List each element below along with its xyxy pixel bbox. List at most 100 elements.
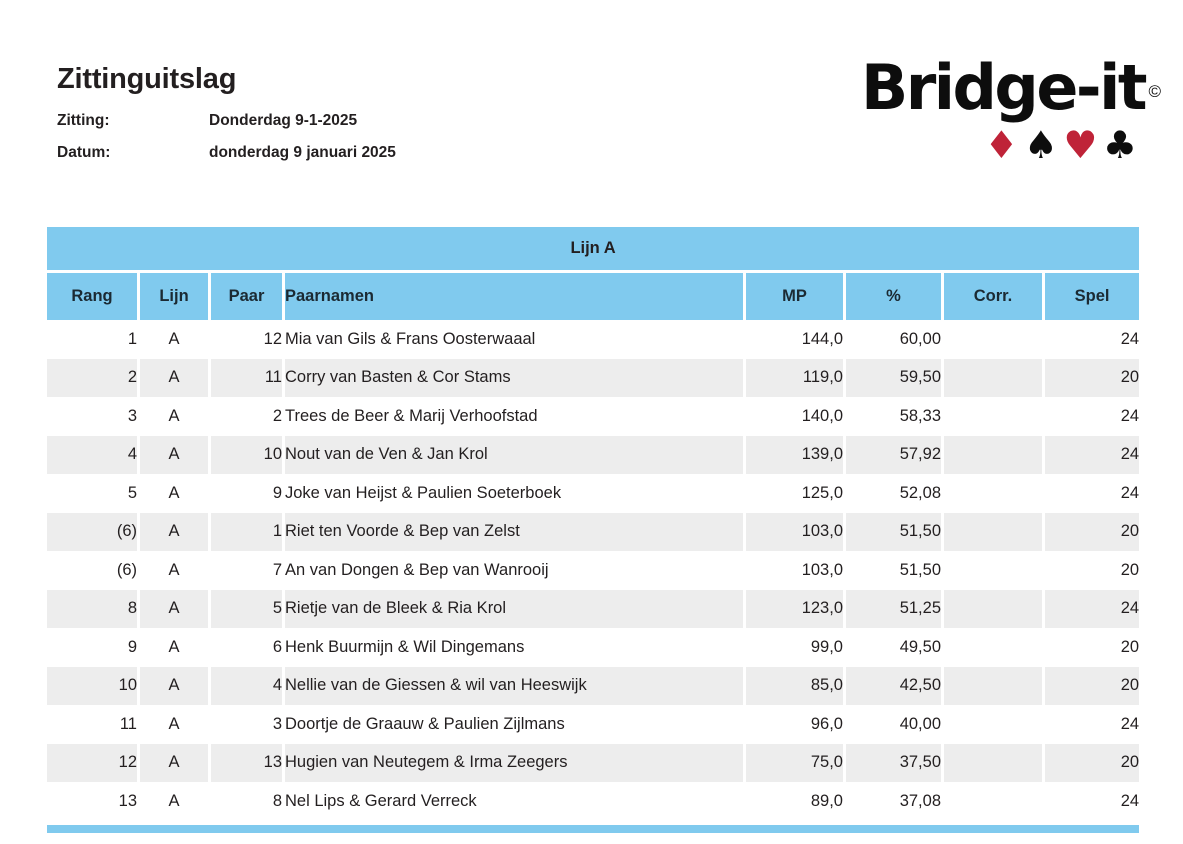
cell-spel: 20 bbox=[1045, 743, 1140, 782]
cell-percentage: 51,50 bbox=[846, 512, 944, 551]
table-row[interactable]: 4 A 10 Nout van de Ven & Jan Krol 139,0 57,92… bbox=[47, 435, 1140, 474]
cell-corr bbox=[944, 551, 1045, 590]
table-row[interactable]: 3 A 2 Trees de Beer & Marij Verhoofstad 140,… bbox=[47, 397, 1140, 436]
cell-paar: 11 bbox=[211, 358, 285, 397]
cell-mp: 123,0 bbox=[746, 589, 846, 628]
cell-spel: 24 bbox=[1045, 782, 1140, 821]
cell-corr bbox=[944, 512, 1045, 551]
cell-lijn: A bbox=[140, 512, 211, 551]
cell-corr bbox=[944, 474, 1045, 513]
cell-spel: 20 bbox=[1045, 551, 1140, 590]
column-header-corr[interactable]: Corr. bbox=[944, 273, 1045, 320]
cell-rang: 9 bbox=[47, 628, 140, 667]
document-meta: Zitting: Donderdag 9-1-2025 Datum: donde… bbox=[57, 112, 1132, 176]
column-header-mp[interactable]: MP bbox=[746, 273, 846, 320]
cell-paarnamen: Nout van de Ven & Jan Krol bbox=[285, 435, 746, 474]
column-header-rang[interactable]: Rang bbox=[47, 273, 140, 320]
cell-spel: 20 bbox=[1045, 666, 1140, 705]
table-row[interactable]: 2 A 11 Corry van Basten & Cor Stams 119,0 59,… bbox=[47, 358, 1140, 397]
cell-paarnamen: Corry van Basten & Cor Stams bbox=[285, 358, 746, 397]
cell-percentage: 60,00 bbox=[846, 320, 944, 359]
table-row[interactable]: 12 A 13 Hugien van Neutegem & Irma Zeegers 7… bbox=[47, 743, 1140, 782]
cell-paarnamen: Doortje de Graauw & Paulien Zijlmans bbox=[285, 705, 746, 744]
cell-paar: 1 bbox=[211, 512, 285, 551]
line-banner: Lijn A bbox=[47, 227, 1140, 273]
cell-lijn: A bbox=[140, 705, 211, 744]
cell-percentage: 37,50 bbox=[846, 743, 944, 782]
table-row[interactable]: 1 A 12 Mia van Gils & Frans Oosterwaaal 144,… bbox=[47, 320, 1140, 359]
cell-paar: 3 bbox=[211, 705, 285, 744]
column-header-lijn[interactable]: Lijn bbox=[140, 273, 211, 320]
table-row[interactable]: 8 A 5 Rietje van de Bleek & Ria Krol 123,0 51… bbox=[47, 589, 1140, 628]
cell-corr bbox=[944, 743, 1045, 782]
cell-corr bbox=[944, 666, 1045, 705]
cell-paarnamen: Nellie van de Giessen & wil van Heeswijk bbox=[285, 666, 746, 705]
cell-lijn: A bbox=[140, 628, 211, 667]
cell-paar: 5 bbox=[211, 589, 285, 628]
page-title: Zittinguitslag bbox=[57, 63, 237, 95]
table-row[interactable]: 5 A 9 Joke van Heijst & Paulien Soeterboek 1… bbox=[47, 474, 1140, 513]
cell-lijn: A bbox=[140, 474, 211, 513]
cell-percentage: 51,25 bbox=[846, 589, 944, 628]
cell-rang: 8 bbox=[47, 589, 140, 628]
meta-label-datum: Datum: bbox=[57, 144, 111, 161]
cell-lijn: A bbox=[140, 320, 211, 359]
cell-mp: 119,0 bbox=[746, 358, 846, 397]
cell-percentage: 42,50 bbox=[846, 666, 944, 705]
cell-lijn: A bbox=[140, 551, 211, 590]
table-row[interactable]: (6) A 1 Riet ten Voorde & Bep van Zelst 103,… bbox=[47, 512, 1140, 551]
copyright-icon: © bbox=[1148, 82, 1161, 101]
cell-rang: 1 bbox=[47, 320, 140, 359]
cell-spel: 24 bbox=[1045, 705, 1140, 744]
cell-mp: 85,0 bbox=[746, 666, 846, 705]
cell-percentage: 58,33 bbox=[846, 397, 944, 436]
cell-paarnamen: Henk Buurmijn & Wil Dingemans bbox=[285, 628, 746, 667]
cell-corr bbox=[944, 358, 1045, 397]
meta-value-zitting: Donderdag 9-1-2025 bbox=[209, 112, 358, 129]
cell-lijn: A bbox=[140, 358, 211, 397]
column-header-paar[interactable]: Paar bbox=[211, 273, 285, 320]
column-header-spel[interactable]: Spel bbox=[1045, 273, 1140, 320]
table-row[interactable]: 13 A 8 Nel Lips & Gerard Verreck 89,0 37,08 24 bbox=[47, 782, 1140, 821]
heart-suit-icon: ♥ bbox=[1063, 123, 1098, 167]
cell-rang: 2 bbox=[47, 358, 140, 397]
table-bottom-accent-bar bbox=[47, 824, 1139, 833]
cell-percentage: 40,00 bbox=[846, 705, 944, 744]
cell-lijn: A bbox=[140, 666, 211, 705]
cell-corr bbox=[944, 589, 1045, 628]
cell-percentage: 57,92 bbox=[846, 435, 944, 474]
club-suit-icon: ♣ bbox=[1102, 123, 1137, 167]
results-table: Lijn A Rang Lijn Paar Paarnamen MP % Cor… bbox=[47, 227, 1140, 821]
cell-paarnamen: Riet ten Voorde & Bep van Zelst bbox=[285, 512, 746, 551]
cell-mp: 96,0 bbox=[746, 705, 846, 744]
results-table-wrap: Lijn A Rang Lijn Paar Paarnamen MP % Cor… bbox=[47, 227, 1140, 833]
column-header-row: Rang Lijn Paar Paarnamen MP % Corr. Spel bbox=[47, 273, 1140, 320]
meta-label-zitting: Zitting: bbox=[57, 112, 110, 129]
cell-lijn: A bbox=[140, 397, 211, 436]
logo-wordmark: Bridge-it © bbox=[795, 51, 1161, 124]
cell-paar: 4 bbox=[211, 666, 285, 705]
cell-paarnamen: Mia van Gils & Frans Oosterwaaal bbox=[285, 320, 746, 359]
logo-wordmark-text: Bridge-it bbox=[860, 51, 1148, 124]
table-row[interactable]: (6) A 7 An van Dongen & Bep van Wanrooij 103… bbox=[47, 551, 1140, 590]
cell-rang: (6) bbox=[47, 551, 140, 590]
cell-lijn: A bbox=[140, 782, 211, 821]
cell-paarnamen: Hugien van Neutegem & Irma Zeegers bbox=[285, 743, 746, 782]
meta-value-datum: donderdag 9 januari 2025 bbox=[209, 144, 396, 161]
column-header-percentage[interactable]: % bbox=[846, 273, 944, 320]
cell-rang: 5 bbox=[47, 474, 140, 513]
table-row[interactable]: 10 A 4 Nellie van de Giessen & wil van Hees… bbox=[47, 666, 1140, 705]
table-row[interactable]: 9 A 6 Henk Buurmijn & Wil Dingemans 99,0 49,5… bbox=[47, 628, 1140, 667]
column-header-paarnamen[interactable]: Paarnamen bbox=[285, 273, 746, 320]
cell-spel: 20 bbox=[1045, 512, 1140, 551]
cell-paarnamen: Rietje van de Bleek & Ria Krol bbox=[285, 589, 746, 628]
table-row[interactable]: 11 A 3 Doortje de Graauw & Paulien Zijlmans… bbox=[47, 705, 1140, 744]
cell-spel: 24 bbox=[1045, 435, 1140, 474]
cell-lijn: A bbox=[140, 743, 211, 782]
cell-percentage: 37,08 bbox=[846, 782, 944, 821]
table-body: 1 A 12 Mia van Gils & Frans Oosterwaaal 144,… bbox=[47, 320, 1140, 821]
cell-spel: 24 bbox=[1045, 589, 1140, 628]
cell-mp: 125,0 bbox=[746, 474, 846, 513]
cell-rang: 13 bbox=[47, 782, 140, 821]
cell-paar: 2 bbox=[211, 397, 285, 436]
